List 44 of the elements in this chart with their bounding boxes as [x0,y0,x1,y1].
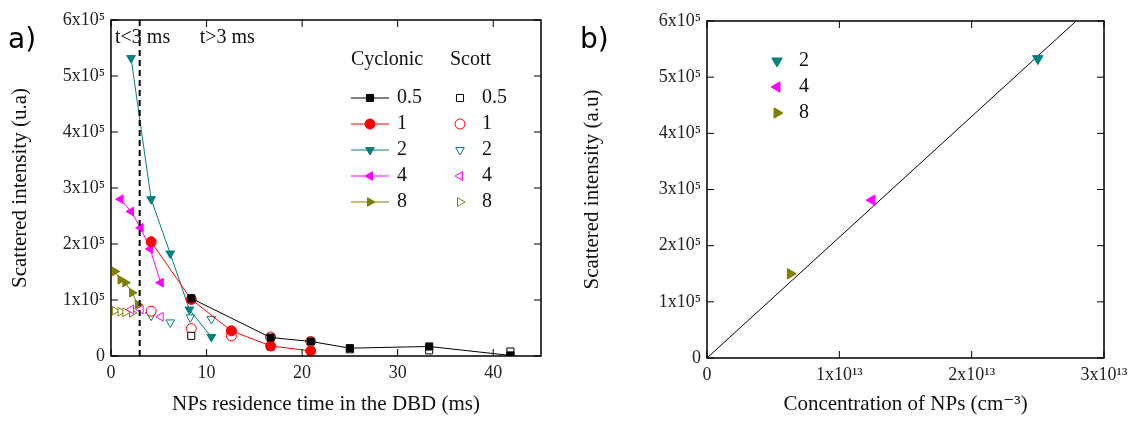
x-tick-label: 10 [197,361,216,382]
annotation: t>3 ms [199,25,256,48]
y-tick-label: 6x10⁵ [62,8,105,29]
y-axis-title: Scattered intensity (u.a) [7,87,32,289]
y-tick-label: 0 [96,344,105,365]
y-axis-title: Scattered intensity (a.u) [579,89,604,290]
y-tick-label: 4x10⁵ [658,122,701,143]
legend-label: 4 [799,74,809,97]
y-tick-label: 4x10⁵ [62,120,105,141]
y-tick-label: 3x10⁵ [62,176,105,197]
annotation: t<3 ms [115,25,171,48]
legend-label: 1 [482,111,492,134]
y-tick-label: 3x10⁵ [658,178,701,199]
legend-label: 4 [482,163,492,186]
legend-label: 8 [482,189,492,212]
legend-label: 4 [397,163,407,186]
y-tick-label: 5x10⁵ [62,64,105,85]
y-tick-label: 6x10⁵ [658,9,701,30]
y-tick-label: 0 [692,346,701,367]
x-tick-label: 1x10¹³ [815,363,864,384]
annotation: Cyclonic [351,47,424,71]
legend-label: 8 [397,189,407,212]
x-tick-label: 40 [484,361,503,382]
x-axis-title: Concentration of NPs (cm⁻³) [783,390,1028,415]
y-tick-label: 1x10⁵ [658,290,701,311]
y-tick-label: 2x10⁵ [62,232,105,253]
x-tick-label: 2x10¹³ [948,363,996,384]
x-tick-label: 20 [293,361,312,382]
legend-label: 2 [799,48,809,71]
x-axis-title: NPs residence time in the DBD (ms) [172,390,480,415]
x-tick-label: 30 [388,361,407,382]
legend-label: 0.5 [482,85,507,108]
legend-label: 8 [799,100,809,123]
legend-label: 2 [397,137,407,160]
y-tick-label: 1x10⁵ [62,288,105,309]
legend-label: 0.5 [397,85,422,108]
legend-label: 1 [397,111,407,134]
chart-title: a) [8,22,37,55]
y-tick-label: 5x10⁵ [658,65,701,86]
chart-title: b) [580,22,609,55]
legend-label: 2 [482,137,492,160]
annotation: Scott [450,47,492,70]
x-tick-label: 3x10¹³ [1080,363,1128,384]
y-tick-label: 2x10⁵ [658,234,701,255]
